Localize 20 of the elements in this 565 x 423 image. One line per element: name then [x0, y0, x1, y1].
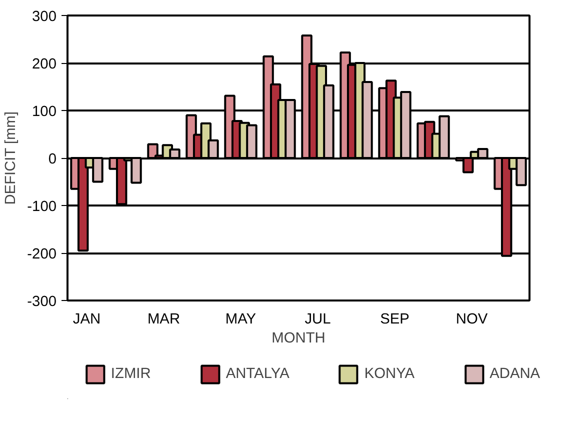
- legend-label: ANTALYA: [226, 366, 290, 382]
- legend-label: IZMIR: [110, 366, 151, 382]
- y-axis-title: DEFICIT [mm]: [3, 111, 20, 205]
- y-tick-label: 300: [32, 9, 57, 25]
- y-tick-label: -200: [27, 246, 57, 262]
- y-tick-label: -300: [27, 294, 57, 310]
- x-tick-label: SEP: [380, 312, 410, 328]
- x-tick-label: JUL: [304, 312, 331, 328]
- y-tick-label: 200: [32, 56, 57, 72]
- x-tick-label: MAR: [147, 312, 180, 328]
- y-tick-label: 100: [32, 104, 57, 120]
- x-axis-title: MONTH: [272, 330, 326, 346]
- x-tick-label: JAN: [72, 312, 101, 328]
- bar: [147, 143, 158, 159]
- x-tick-label: MAY: [225, 312, 256, 328]
- x-tick-label: NOV: [456, 312, 488, 328]
- legend-label: ADANA: [490, 366, 540, 382]
- y-tick-label: 0: [48, 152, 57, 168]
- y-tick-label: -100: [27, 199, 57, 215]
- legend-label: KONYA: [364, 366, 415, 382]
